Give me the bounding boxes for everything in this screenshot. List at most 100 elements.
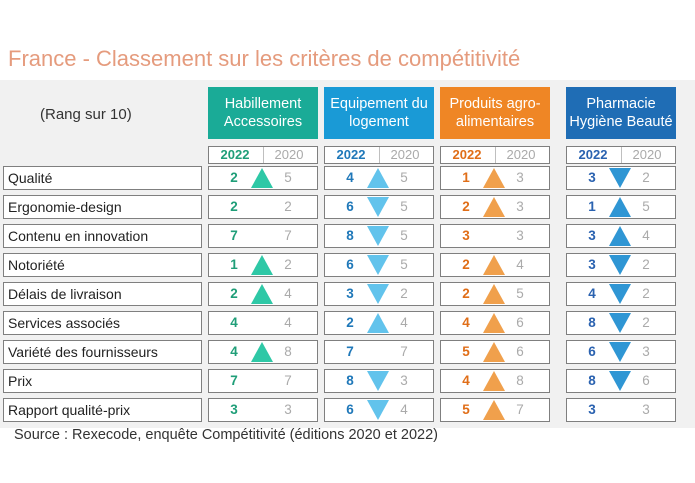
rank-2020: 3 bbox=[516, 199, 524, 214]
rank-2020: 5 bbox=[400, 170, 408, 185]
category-header: Produits agro-alimentaires bbox=[440, 87, 550, 139]
source-note: Source : Rexecode, enquête Compétitivité… bbox=[14, 427, 438, 443]
rank-2020: 2 bbox=[400, 286, 408, 301]
trend-up-icon bbox=[251, 342, 273, 362]
year-divider bbox=[495, 147, 496, 163]
trend-down-icon bbox=[367, 226, 389, 246]
rank-2020: 3 bbox=[516, 170, 524, 185]
year-previous: 2020 bbox=[506, 147, 536, 162]
year-current: 2022 bbox=[452, 147, 482, 162]
rank-2020: 4 bbox=[400, 402, 408, 417]
rank-2020: 7 bbox=[400, 344, 408, 359]
trend-up-icon bbox=[483, 168, 505, 188]
rank-2022: 2 bbox=[462, 257, 470, 272]
rank-2022: 2 bbox=[462, 199, 470, 214]
trend-up-icon bbox=[609, 197, 631, 217]
rank-2022: 5 bbox=[462, 344, 470, 359]
criterion-label: Contenu en innovation bbox=[3, 224, 202, 248]
year-current: 2022 bbox=[336, 147, 366, 162]
rank-2022: 3 bbox=[462, 228, 470, 243]
rank-cell bbox=[566, 398, 676, 422]
trend-down-icon bbox=[367, 284, 389, 304]
rank-2022: 1 bbox=[588, 199, 596, 214]
rank-2022: 3 bbox=[230, 402, 238, 417]
trend-up-icon bbox=[483, 371, 505, 391]
trend-up-icon bbox=[609, 226, 631, 246]
rank-2022: 2 bbox=[230, 170, 238, 185]
trend-up-icon bbox=[367, 168, 389, 188]
rank-2022: 3 bbox=[346, 286, 354, 301]
rank-2020: 7 bbox=[284, 228, 292, 243]
category-header: Pharmacie Hygiène Beauté bbox=[566, 87, 676, 139]
rank-2022: 8 bbox=[588, 373, 596, 388]
rank-2020: 2 bbox=[642, 286, 650, 301]
rank-2020: 5 bbox=[400, 228, 408, 243]
rank-2022: 2 bbox=[230, 199, 238, 214]
trend-down-icon bbox=[367, 400, 389, 420]
rank-2020: 2 bbox=[284, 199, 292, 214]
rank-2022: 7 bbox=[230, 228, 238, 243]
rank-2020: 8 bbox=[516, 373, 524, 388]
trend-down-icon bbox=[609, 371, 631, 391]
rank-2022: 2 bbox=[462, 286, 470, 301]
rank-cell bbox=[324, 340, 434, 364]
rank-2020: 5 bbox=[516, 286, 524, 301]
rank-2022: 6 bbox=[346, 199, 354, 214]
rank-2022: 5 bbox=[462, 402, 470, 417]
criterion-label: Services associés bbox=[3, 311, 202, 335]
rank-2020: 3 bbox=[516, 228, 524, 243]
criterion-label: Rapport qualité-prix bbox=[3, 398, 202, 422]
rank-2022: 4 bbox=[462, 373, 470, 388]
rank-2020: 8 bbox=[284, 344, 292, 359]
rank-2022: 8 bbox=[346, 373, 354, 388]
rank-2022: 3 bbox=[588, 402, 596, 417]
trend-down-icon bbox=[367, 255, 389, 275]
rank-2020: 5 bbox=[284, 170, 292, 185]
criterion-label: Délais de livraison bbox=[3, 282, 202, 306]
trend-up-icon bbox=[483, 197, 505, 217]
trend-up-icon bbox=[483, 400, 505, 420]
rank-2020: 2 bbox=[642, 257, 650, 272]
rank-2020: 4 bbox=[284, 286, 292, 301]
category-header: Equipement du logement bbox=[324, 87, 434, 139]
rank-2020: 4 bbox=[284, 315, 292, 330]
rank-2022: 4 bbox=[346, 170, 354, 185]
year-previous: 2020 bbox=[390, 147, 420, 162]
rank-2020: 3 bbox=[284, 402, 292, 417]
rank-2022: 1 bbox=[462, 170, 470, 185]
rank-2020: 2 bbox=[642, 315, 650, 330]
year-divider bbox=[379, 147, 380, 163]
rank-2020: 6 bbox=[516, 344, 524, 359]
criterion-label: Prix bbox=[3, 369, 202, 393]
criterion-label: Qualité bbox=[3, 166, 202, 190]
trend-up-icon bbox=[251, 255, 273, 275]
rank-2022: 1 bbox=[230, 257, 238, 272]
rank-2020: 2 bbox=[284, 257, 292, 272]
rank-2022: 3 bbox=[588, 228, 596, 243]
trend-up-icon bbox=[251, 284, 273, 304]
year-current: 2022 bbox=[578, 147, 608, 162]
rank-2020: 4 bbox=[642, 228, 650, 243]
rank-2022: 4 bbox=[588, 286, 596, 301]
trend-down-icon bbox=[609, 313, 631, 333]
rank-2020: 3 bbox=[642, 344, 650, 359]
trend-up-icon bbox=[483, 284, 505, 304]
rank-cell bbox=[208, 369, 318, 393]
rank-cell bbox=[208, 311, 318, 335]
trend-up-icon bbox=[483, 313, 505, 333]
rank-2022: 7 bbox=[346, 344, 354, 359]
rank-2022: 8 bbox=[588, 315, 596, 330]
trend-down-icon bbox=[609, 168, 631, 188]
rank-2020: 3 bbox=[642, 402, 650, 417]
rank-cell bbox=[208, 195, 318, 219]
rank-2022: 3 bbox=[588, 257, 596, 272]
trend-down-icon bbox=[367, 371, 389, 391]
rank-2020: 6 bbox=[516, 315, 524, 330]
rank-2020: 7 bbox=[516, 402, 524, 417]
year-previous: 2020 bbox=[274, 147, 304, 162]
rank-cell bbox=[440, 224, 550, 248]
year-previous: 2020 bbox=[632, 147, 662, 162]
criterion-label: Variété des fournisseurs bbox=[3, 340, 202, 364]
trend-down-icon bbox=[609, 342, 631, 362]
trend-down-icon bbox=[609, 284, 631, 304]
